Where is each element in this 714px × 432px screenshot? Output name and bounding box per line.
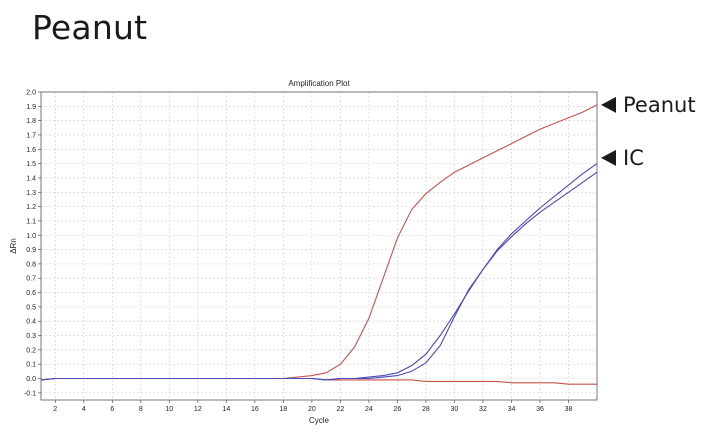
y-tick-label: 1.5 [26,161,36,168]
x-tick-label: 2 [53,406,57,413]
y-tick-label: 1.2 [26,204,36,211]
y-tick-label: 0.2 [26,347,36,354]
y-tick-label: 2.0 [26,90,36,97]
x-tick-label: 38 [565,406,573,413]
annotation-arrow-icon [601,149,616,166]
y-tick-label: 0.4 [26,319,36,326]
y-tick-label: 1.4 [26,175,36,182]
page-heading: Peanut [32,8,148,47]
y-tick-label: 0.5 [26,304,36,311]
y-tick-label: 1.3 [26,190,36,197]
x-tick-label: 28 [422,406,430,413]
annotations: Peanut IC [601,93,696,170]
y-tick-label: 1.0 [26,233,36,240]
y-tick-label: 1.6 [26,147,36,154]
x-axis-ticks: 2 4 6 8 10 12 14 16 18 20 22 24 26 28 30 32 34 36 38 [53,400,572,413]
x-tick-label: 30 [451,406,459,413]
x-tick-label: 8 [139,406,143,413]
x-tick-label: 22 [336,406,344,413]
annotation-label-2: IC [623,146,644,170]
series-line-4 [40,171,598,381]
y-axis-title: ΔRn [9,238,18,254]
y-tick-label: 0.7 [26,276,36,283]
y-axis-ticks: -0.1 0.0 0.1 0.2 0.3 0.4 0.5 0.6 0.7 0.8 0.9 1.0 1.1… [24,90,41,397]
y-tick-label: 0.0 [26,376,36,383]
y-tick-label: -0.1 [24,390,36,397]
y-tick-label: 0.6 [26,290,36,297]
x-tick-label: 12 [194,406,202,413]
y-tick-label: 0.9 [26,247,36,254]
plot-frame [40,91,598,401]
y-tick-label: 0.8 [26,261,36,268]
x-tick-label: 34 [508,406,516,413]
y-tick-label: 1.1 [26,218,36,225]
annotation-label-1: Peanut [623,93,696,117]
x-tick-label: 20 [308,406,316,413]
x-tick-label: 6 [110,406,114,413]
y-tick-label: 1.9 [26,104,36,111]
y-tick-label: 0.1 [26,362,36,369]
y-tick-label: 1.8 [26,118,36,125]
x-tick-label: 4 [82,406,86,413]
x-axis-title: Cycle [309,416,330,425]
series-line-3 [40,163,598,381]
grid [41,91,597,400]
annotation-arrow-icon [601,96,616,113]
x-tick-label: 36 [536,406,544,413]
x-tick-label: 16 [251,406,259,413]
y-tick-label: 1.7 [26,132,36,139]
x-tick-label: 14 [222,406,230,413]
y-tick-label: 0.3 [26,333,36,340]
x-tick-label: 26 [394,406,402,413]
x-tick-label: 18 [279,406,287,413]
series-layer [40,104,598,385]
chart-title: Amplification Plot [288,79,350,88]
series-line-1 [40,104,598,381]
x-tick-label: 24 [365,406,373,413]
x-tick-label: 32 [479,406,487,413]
x-tick-label: 10 [165,406,173,413]
